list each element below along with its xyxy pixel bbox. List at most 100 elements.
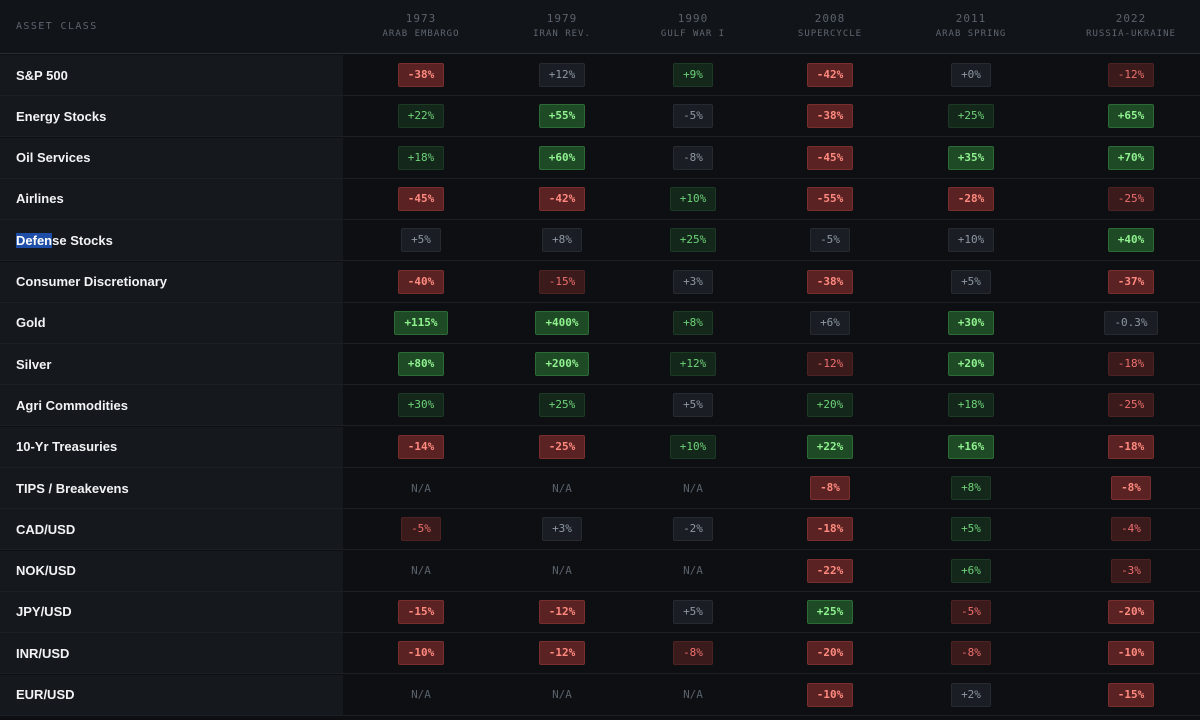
asset-label[interactable]: CAD/USD	[0, 509, 343, 550]
table-cell[interactable]: N/A	[492, 675, 632, 715]
table-cell[interactable]: +16%	[901, 427, 1041, 467]
table-cell[interactable]: +70%	[1061, 138, 1200, 178]
column-header[interactable]: 1979 IRAN REV.	[492, 12, 632, 39]
table-cell[interactable]: -15%	[492, 262, 632, 302]
table-cell[interactable]: -25%	[1061, 179, 1200, 219]
table-cell[interactable]: -18%	[760, 509, 900, 549]
table-cell[interactable]: +5%	[623, 385, 763, 425]
column-header[interactable]: 2011 ARAB SPRING	[901, 12, 1041, 39]
table-cell[interactable]: +20%	[901, 344, 1041, 384]
table-cell[interactable]: +2%	[901, 675, 1041, 715]
table-cell[interactable]: -38%	[760, 96, 900, 136]
table-cell[interactable]: -20%	[1061, 592, 1200, 632]
asset-label[interactable]: Energy Stocks	[0, 96, 343, 137]
column-header[interactable]: 2008 SUPERCYCLE	[760, 12, 900, 39]
table-cell[interactable]: +10%	[623, 179, 763, 219]
table-cell[interactable]: -15%	[1061, 675, 1200, 715]
table-cell[interactable]: +25%	[901, 96, 1041, 136]
table-cell[interactable]: -25%	[492, 427, 632, 467]
table-cell[interactable]: -5%	[901, 592, 1041, 632]
table-cell[interactable]: -5%	[351, 509, 491, 549]
asset-label[interactable]: Agri Commodities	[0, 385, 343, 426]
table-cell[interactable]: -5%	[760, 220, 900, 260]
table-cell[interactable]: +6%	[760, 303, 900, 343]
table-cell[interactable]: +65%	[1061, 96, 1200, 136]
asset-label[interactable]: Gold	[0, 302, 343, 343]
table-cell[interactable]: -18%	[1061, 427, 1200, 467]
table-cell[interactable]: +18%	[901, 385, 1041, 425]
asset-label[interactable]: S&P 500	[0, 55, 343, 95]
table-cell[interactable]: +20%	[760, 385, 900, 425]
table-cell[interactable]: -18%	[1061, 344, 1200, 384]
asset-label[interactable]: JPY/USD	[0, 591, 343, 632]
table-cell[interactable]: -8%	[623, 138, 763, 178]
table-cell[interactable]: -38%	[351, 55, 491, 95]
table-cell[interactable]: -25%	[1061, 385, 1200, 425]
table-cell[interactable]: +55%	[492, 96, 632, 136]
table-cell[interactable]: -22%	[760, 551, 900, 591]
column-header[interactable]: 2022 RUSSIA-UKRAINE	[1061, 12, 1200, 39]
column-header[interactable]: 1973 ARAB EMBARGO	[351, 12, 491, 39]
table-cell[interactable]: -15%	[351, 592, 491, 632]
table-cell[interactable]: -40%	[351, 262, 491, 302]
table-cell[interactable]: +22%	[351, 96, 491, 136]
table-cell[interactable]: +60%	[492, 138, 632, 178]
table-cell[interactable]: +115%	[351, 303, 491, 343]
table-cell[interactable]: +80%	[351, 344, 491, 384]
table-cell[interactable]: -8%	[623, 633, 763, 673]
table-cell[interactable]: +5%	[901, 509, 1041, 549]
table-cell[interactable]: -10%	[1061, 633, 1200, 673]
table-cell[interactable]: -12%	[492, 592, 632, 632]
table-cell[interactable]: -8%	[1061, 468, 1200, 508]
table-cell[interactable]: -37%	[1061, 262, 1200, 302]
table-cell[interactable]: +40%	[1061, 220, 1200, 260]
table-cell[interactable]: -45%	[760, 138, 900, 178]
table-cell[interactable]: +12%	[623, 344, 763, 384]
table-cell[interactable]: +12%	[492, 55, 632, 95]
table-cell[interactable]: +5%	[351, 220, 491, 260]
table-cell[interactable]: -38%	[760, 262, 900, 302]
asset-label[interactable]: INR/USD	[0, 633, 343, 674]
table-cell[interactable]: +22%	[760, 427, 900, 467]
table-cell[interactable]: -5%	[623, 96, 763, 136]
asset-label[interactable]: 10-Yr Treasuries	[0, 426, 343, 467]
table-cell[interactable]: -10%	[760, 675, 900, 715]
table-cell[interactable]: -55%	[760, 179, 900, 219]
table-cell[interactable]: +9%	[623, 55, 763, 95]
asset-label[interactable]: Consumer Discretionary	[0, 261, 343, 302]
table-cell[interactable]: -12%	[1061, 55, 1200, 95]
table-cell[interactable]: -10%	[351, 633, 491, 673]
table-cell[interactable]: +25%	[623, 220, 763, 260]
table-cell[interactable]: N/A	[492, 551, 632, 591]
table-cell[interactable]: N/A	[351, 675, 491, 715]
table-cell[interactable]: +5%	[623, 592, 763, 632]
table-cell[interactable]: +30%	[351, 385, 491, 425]
table-cell[interactable]: -2%	[623, 509, 763, 549]
table-cell[interactable]: -4%	[1061, 509, 1200, 549]
table-cell[interactable]: N/A	[351, 551, 491, 591]
asset-label[interactable]: TIPS / Breakevens	[0, 468, 343, 508]
table-cell[interactable]: -42%	[760, 55, 900, 95]
table-cell[interactable]: -42%	[492, 179, 632, 219]
table-cell[interactable]: +3%	[492, 509, 632, 549]
table-cell[interactable]: N/A	[623, 551, 763, 591]
table-cell[interactable]: +400%	[492, 303, 632, 343]
table-cell[interactable]: +8%	[901, 468, 1041, 508]
table-cell[interactable]: -28%	[901, 179, 1041, 219]
table-cell[interactable]: +0%	[901, 55, 1041, 95]
table-cell[interactable]: N/A	[623, 468, 763, 508]
table-cell[interactable]: +30%	[901, 303, 1041, 343]
table-cell[interactable]: +5%	[901, 262, 1041, 302]
table-cell[interactable]: -8%	[760, 468, 900, 508]
asset-label[interactable]: Airlines	[0, 178, 343, 219]
table-cell[interactable]: -0.3%	[1061, 303, 1200, 343]
table-cell[interactable]: +8%	[623, 303, 763, 343]
table-cell[interactable]: +8%	[492, 220, 632, 260]
table-cell[interactable]: N/A	[623, 675, 763, 715]
table-cell[interactable]: -45%	[351, 179, 491, 219]
column-header[interactable]: 1990 GULF WAR I	[623, 12, 763, 39]
table-cell[interactable]: -3%	[1061, 551, 1200, 591]
asset-label[interactable]: Defen se Stocks	[0, 220, 343, 261]
asset-label[interactable]: EUR/USD	[0, 674, 343, 715]
table-cell[interactable]: N/A	[492, 468, 632, 508]
